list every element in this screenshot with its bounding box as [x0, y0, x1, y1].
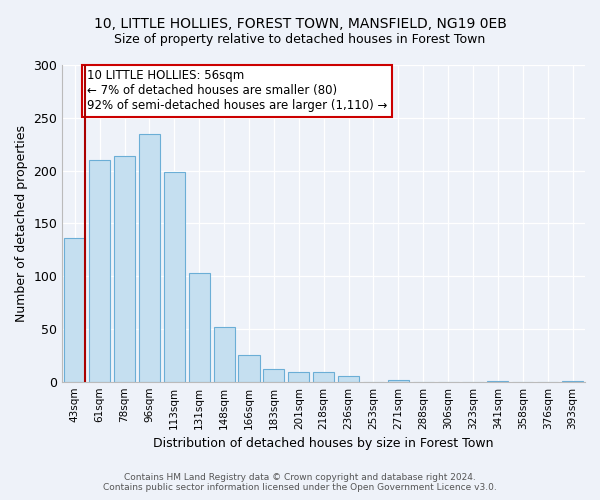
Bar — [188, 273, 210, 382]
Bar — [89, 160, 110, 382]
Bar — [139, 134, 160, 382]
Text: 10, LITTLE HOLLIES, FOREST TOWN, MANSFIELD, NG19 0EB: 10, LITTLE HOLLIES, FOREST TOWN, MANSFIE… — [94, 18, 506, 32]
Bar — [64, 238, 85, 382]
Bar — [487, 380, 508, 382]
Bar — [313, 372, 334, 382]
Bar — [263, 369, 284, 382]
Y-axis label: Number of detached properties: Number of detached properties — [15, 125, 28, 322]
Bar — [338, 376, 359, 382]
X-axis label: Distribution of detached houses by size in Forest Town: Distribution of detached houses by size … — [154, 437, 494, 450]
Bar — [164, 172, 185, 382]
Text: 10 LITTLE HOLLIES: 56sqm
← 7% of detached houses are smaller (80)
92% of semi-de: 10 LITTLE HOLLIES: 56sqm ← 7% of detache… — [87, 69, 388, 112]
Bar — [288, 372, 310, 382]
Bar — [562, 380, 583, 382]
Bar — [388, 380, 409, 382]
Bar — [214, 327, 235, 382]
Text: Contains HM Land Registry data © Crown copyright and database right 2024.
Contai: Contains HM Land Registry data © Crown c… — [103, 473, 497, 492]
Text: Size of property relative to detached houses in Forest Town: Size of property relative to detached ho… — [115, 32, 485, 46]
Bar — [238, 356, 260, 382]
Bar — [114, 156, 135, 382]
